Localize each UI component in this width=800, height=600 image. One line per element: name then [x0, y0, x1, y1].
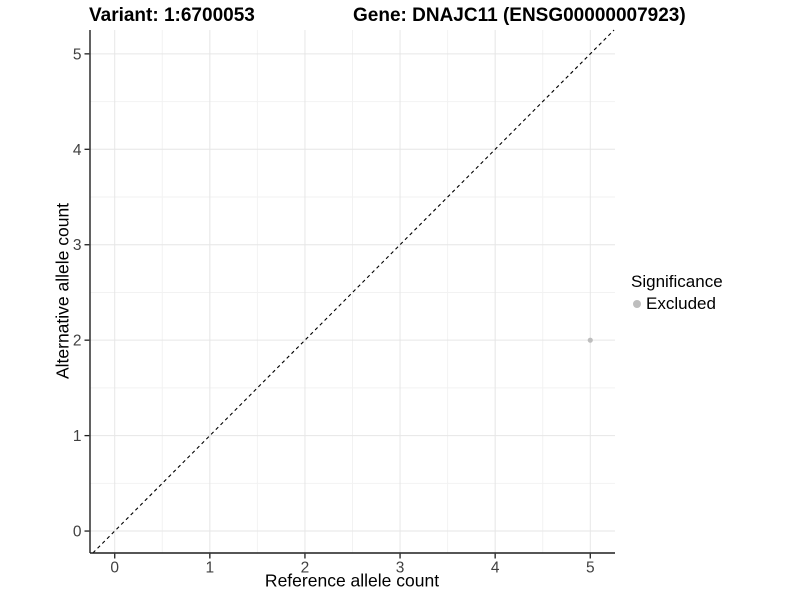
legend-title: Significance	[631, 272, 723, 291]
svg-text:1: 1	[73, 428, 82, 445]
svg-text:2: 2	[301, 560, 310, 577]
y-axis-title: Alternative allele count	[52, 202, 73, 380]
major-gridlines	[90, 30, 615, 553]
svg-text:4: 4	[491, 560, 500, 577]
svg-text:5: 5	[586, 560, 595, 577]
svg-text:3: 3	[73, 237, 82, 254]
x-axis-title: Reference allele count	[264, 570, 440, 591]
legend-item-label: Excluded	[646, 294, 716, 313]
gene-title: Gene: DNAJC11 (ENSG00000007923)	[353, 5, 686, 26]
svg-text:0: 0	[110, 560, 119, 577]
x-tick-labels: 0 1 2 3 4 5	[110, 560, 594, 577]
legend-items: Excluded	[631, 294, 723, 314]
minor-gridlines	[90, 30, 615, 553]
svg-text:1: 1	[206, 560, 215, 577]
tick-marks	[84, 53, 591, 559]
series-excluded	[587, 337, 593, 343]
legend: Significance Excluded	[631, 272, 723, 314]
data-point	[587, 337, 593, 343]
identity-line	[92, 29, 615, 554]
legend-item: Excluded	[631, 294, 723, 314]
svg-text:4: 4	[73, 142, 82, 159]
svg-text:0: 0	[73, 524, 82, 541]
y-tick-labels: 0 1 2 3 4 5	[73, 46, 82, 540]
variant-title: Variant: 1:6700053	[89, 5, 255, 26]
legend-point-icon	[633, 300, 641, 308]
svg-text:3: 3	[396, 560, 405, 577]
svg-text:2: 2	[73, 333, 82, 350]
svg-text:5: 5	[73, 46, 82, 63]
